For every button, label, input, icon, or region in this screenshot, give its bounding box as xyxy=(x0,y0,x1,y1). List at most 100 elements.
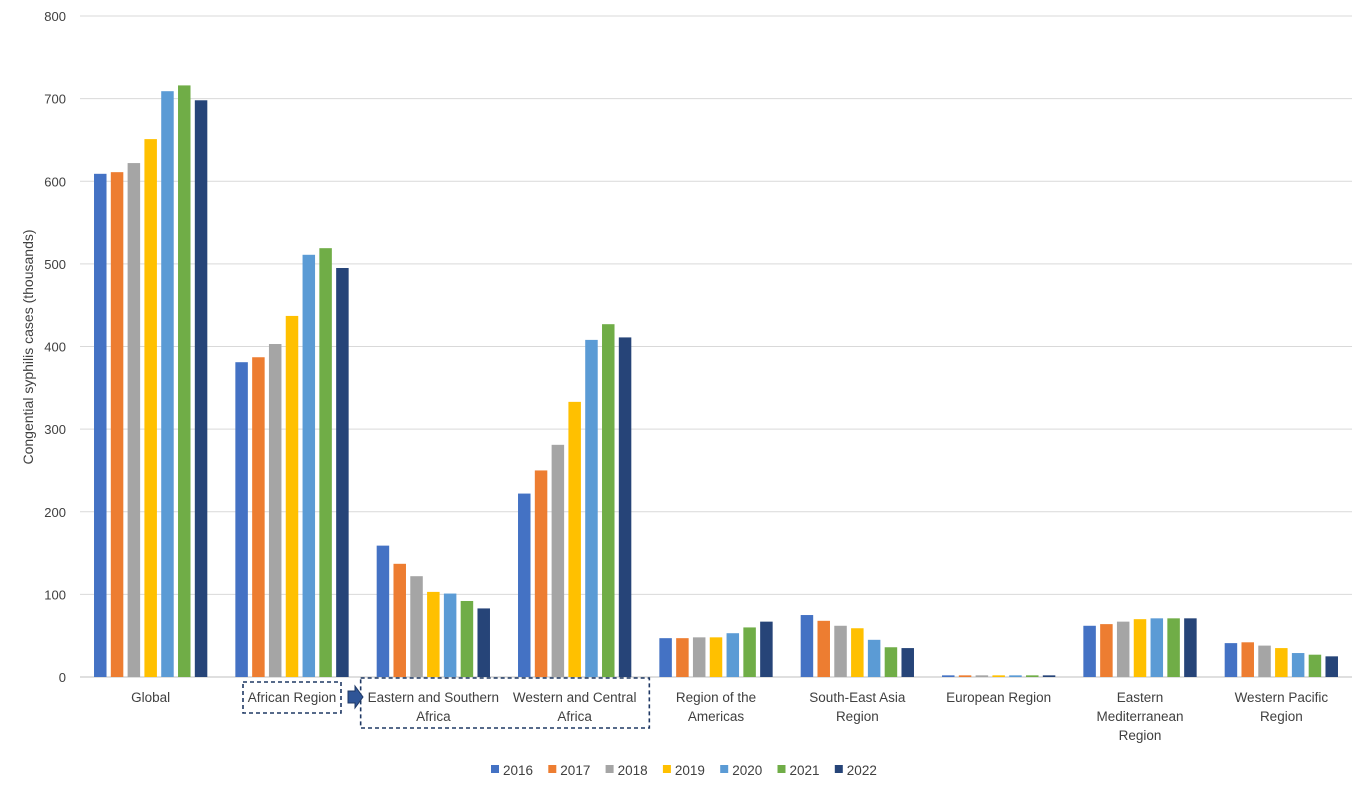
bar xyxy=(942,675,955,677)
x-tick-label: South-East Asia Region xyxy=(809,690,906,724)
bar xyxy=(410,576,423,677)
bar xyxy=(618,337,632,677)
bar xyxy=(235,362,248,677)
legend-swatch xyxy=(720,765,729,773)
bar xyxy=(443,593,457,677)
bar xyxy=(585,339,598,677)
bar xyxy=(534,470,548,677)
bar xyxy=(834,625,847,677)
bar xyxy=(161,91,174,678)
x-tick-label: Western Pacific Region xyxy=(1235,690,1329,724)
y-tick-label: 500 xyxy=(44,257,66,272)
bar xyxy=(268,344,282,677)
bar xyxy=(800,615,814,677)
bar xyxy=(884,647,898,677)
legend-swatch xyxy=(777,765,786,773)
bar xyxy=(178,85,191,677)
legend-swatch xyxy=(548,765,557,773)
bar xyxy=(1042,675,1056,677)
arrow-right-icon xyxy=(347,684,364,710)
bar xyxy=(1258,645,1271,677)
legend-swatch xyxy=(491,765,499,773)
x-axis: Global African Region Eastern and Southern… xyxy=(131,690,1328,743)
legend-label: 2018 xyxy=(618,763,648,778)
bar xyxy=(1224,643,1238,677)
bar xyxy=(1083,625,1096,677)
bar xyxy=(1275,648,1288,677)
x-tick-label: Region of the Americas xyxy=(676,690,756,724)
bar xyxy=(551,444,565,677)
legend-label: 2021 xyxy=(790,763,820,778)
bar xyxy=(1100,624,1113,677)
bar xyxy=(1291,653,1305,677)
bar xyxy=(676,638,689,677)
y-tick-label: 300 xyxy=(44,422,66,437)
bars xyxy=(94,85,1338,678)
bar xyxy=(867,639,881,677)
y-tick-label: 400 xyxy=(44,340,66,355)
bar xyxy=(958,675,972,677)
bar xyxy=(1325,656,1338,677)
y-tick-label: 200 xyxy=(44,505,66,520)
y-tick-label: 800 xyxy=(44,9,66,24)
legend: 2016 2017 2018 2019 2020 2021 2022 xyxy=(491,763,877,778)
y-tick-label: 600 xyxy=(44,174,66,189)
bar xyxy=(477,608,490,677)
bar xyxy=(992,675,1005,677)
bar xyxy=(975,675,989,677)
y-tick-label: 100 xyxy=(44,587,66,602)
legend-label: 2019 xyxy=(675,763,705,778)
legend-label: 2016 xyxy=(503,763,533,778)
bar xyxy=(1167,618,1180,677)
y-tick-label: 700 xyxy=(44,92,66,107)
legend-label: 2022 xyxy=(847,763,877,778)
bar xyxy=(1133,619,1147,677)
x-tick-label: Eastern Mediterranean Region xyxy=(1096,690,1183,743)
y-axis-label: Congential syphilis cases (thousands) xyxy=(20,229,36,464)
bar xyxy=(692,637,706,677)
bar xyxy=(376,545,390,677)
bar xyxy=(709,637,723,677)
bar xyxy=(743,627,756,677)
bar xyxy=(94,173,107,677)
x-tick-label: European Region xyxy=(946,690,1051,705)
bar xyxy=(1184,618,1197,677)
bar xyxy=(602,324,615,677)
bar xyxy=(568,401,581,677)
bar xyxy=(901,648,914,677)
bar xyxy=(393,563,406,677)
x-tick-label: Western and Central Africa xyxy=(513,690,637,724)
annotations xyxy=(242,677,651,729)
bar xyxy=(460,600,474,677)
bar xyxy=(817,620,830,677)
bar xyxy=(336,268,349,677)
legend-swatch xyxy=(834,765,843,773)
bar xyxy=(851,628,864,677)
bar xyxy=(252,357,265,677)
bar xyxy=(1150,618,1164,677)
bar xyxy=(1116,621,1130,677)
bar xyxy=(127,163,141,677)
y-tick-label: 0 xyxy=(59,670,66,685)
bar xyxy=(285,315,299,677)
bar xyxy=(760,621,773,677)
legend-swatch xyxy=(662,765,671,773)
subregions-highlight-box xyxy=(359,677,651,729)
legend-swatch xyxy=(605,765,614,773)
bar xyxy=(1009,675,1022,677)
african-region-highlight-box xyxy=(242,681,342,714)
bar xyxy=(1026,675,1039,677)
x-tick-label: Eastern and Southern Africa xyxy=(368,690,499,724)
bar xyxy=(319,248,332,677)
x-tick-label: African Region xyxy=(248,690,337,705)
y-axis: 0 100 200 300 400 500 600 700 800 xyxy=(44,9,66,685)
bar xyxy=(194,100,208,678)
bar xyxy=(726,633,740,677)
bar xyxy=(110,172,124,677)
legend-label: 2017 xyxy=(560,763,590,778)
bar xyxy=(518,493,531,677)
x-tick-label: Global xyxy=(131,690,170,705)
bar xyxy=(302,254,316,677)
